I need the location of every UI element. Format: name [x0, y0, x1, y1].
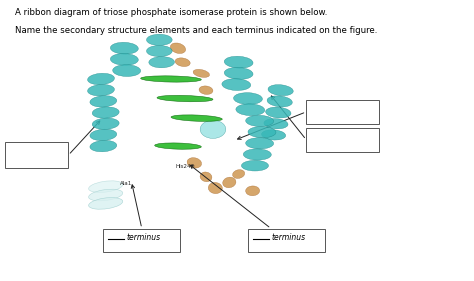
Ellipse shape [92, 118, 119, 129]
Ellipse shape [157, 95, 213, 102]
Ellipse shape [141, 76, 201, 82]
Ellipse shape [88, 85, 114, 96]
Ellipse shape [90, 140, 117, 152]
Ellipse shape [264, 119, 288, 129]
Ellipse shape [222, 79, 251, 90]
Ellipse shape [262, 130, 286, 140]
Ellipse shape [92, 107, 119, 118]
Text: Ala1: Ala1 [119, 181, 132, 186]
Ellipse shape [233, 170, 245, 178]
Ellipse shape [89, 198, 123, 209]
Ellipse shape [246, 138, 273, 149]
FancyBboxPatch shape [103, 228, 180, 252]
Ellipse shape [208, 182, 222, 194]
FancyBboxPatch shape [5, 142, 68, 169]
Ellipse shape [224, 56, 253, 68]
Ellipse shape [90, 96, 117, 107]
Ellipse shape [265, 107, 291, 118]
Ellipse shape [146, 46, 172, 56]
FancyBboxPatch shape [306, 100, 379, 124]
Ellipse shape [146, 34, 172, 46]
Ellipse shape [200, 172, 212, 182]
Ellipse shape [223, 177, 236, 188]
Text: A ribbon diagram of triose phosphate isomerase protein is shown below.: A ribbon diagram of triose phosphate iso… [15, 8, 327, 17]
Ellipse shape [246, 186, 260, 196]
Text: His247: His247 [176, 164, 195, 169]
Ellipse shape [224, 67, 253, 79]
FancyBboxPatch shape [306, 128, 379, 152]
Ellipse shape [90, 129, 117, 140]
Ellipse shape [89, 189, 123, 201]
Ellipse shape [110, 53, 138, 65]
Ellipse shape [199, 86, 213, 94]
Ellipse shape [89, 181, 123, 192]
Ellipse shape [155, 143, 201, 149]
Ellipse shape [175, 58, 190, 67]
Ellipse shape [110, 42, 138, 54]
Text: terminus: terminus [271, 233, 305, 242]
Ellipse shape [268, 85, 293, 96]
Ellipse shape [88, 73, 114, 85]
Ellipse shape [187, 158, 201, 168]
Ellipse shape [170, 43, 186, 53]
Ellipse shape [246, 115, 273, 126]
Text: Name the secondary structure elements and each terminus indicated on the figure.: Name the secondary structure elements an… [15, 26, 377, 35]
Ellipse shape [248, 126, 276, 138]
Ellipse shape [243, 149, 271, 160]
Text: terminus: terminus [127, 233, 161, 242]
Ellipse shape [234, 93, 263, 105]
Ellipse shape [267, 96, 292, 107]
Ellipse shape [113, 65, 141, 76]
Ellipse shape [171, 115, 222, 121]
FancyBboxPatch shape [248, 228, 325, 252]
Ellipse shape [241, 160, 268, 171]
Ellipse shape [149, 56, 174, 68]
Ellipse shape [193, 69, 210, 78]
Ellipse shape [200, 120, 226, 139]
Ellipse shape [236, 104, 265, 116]
